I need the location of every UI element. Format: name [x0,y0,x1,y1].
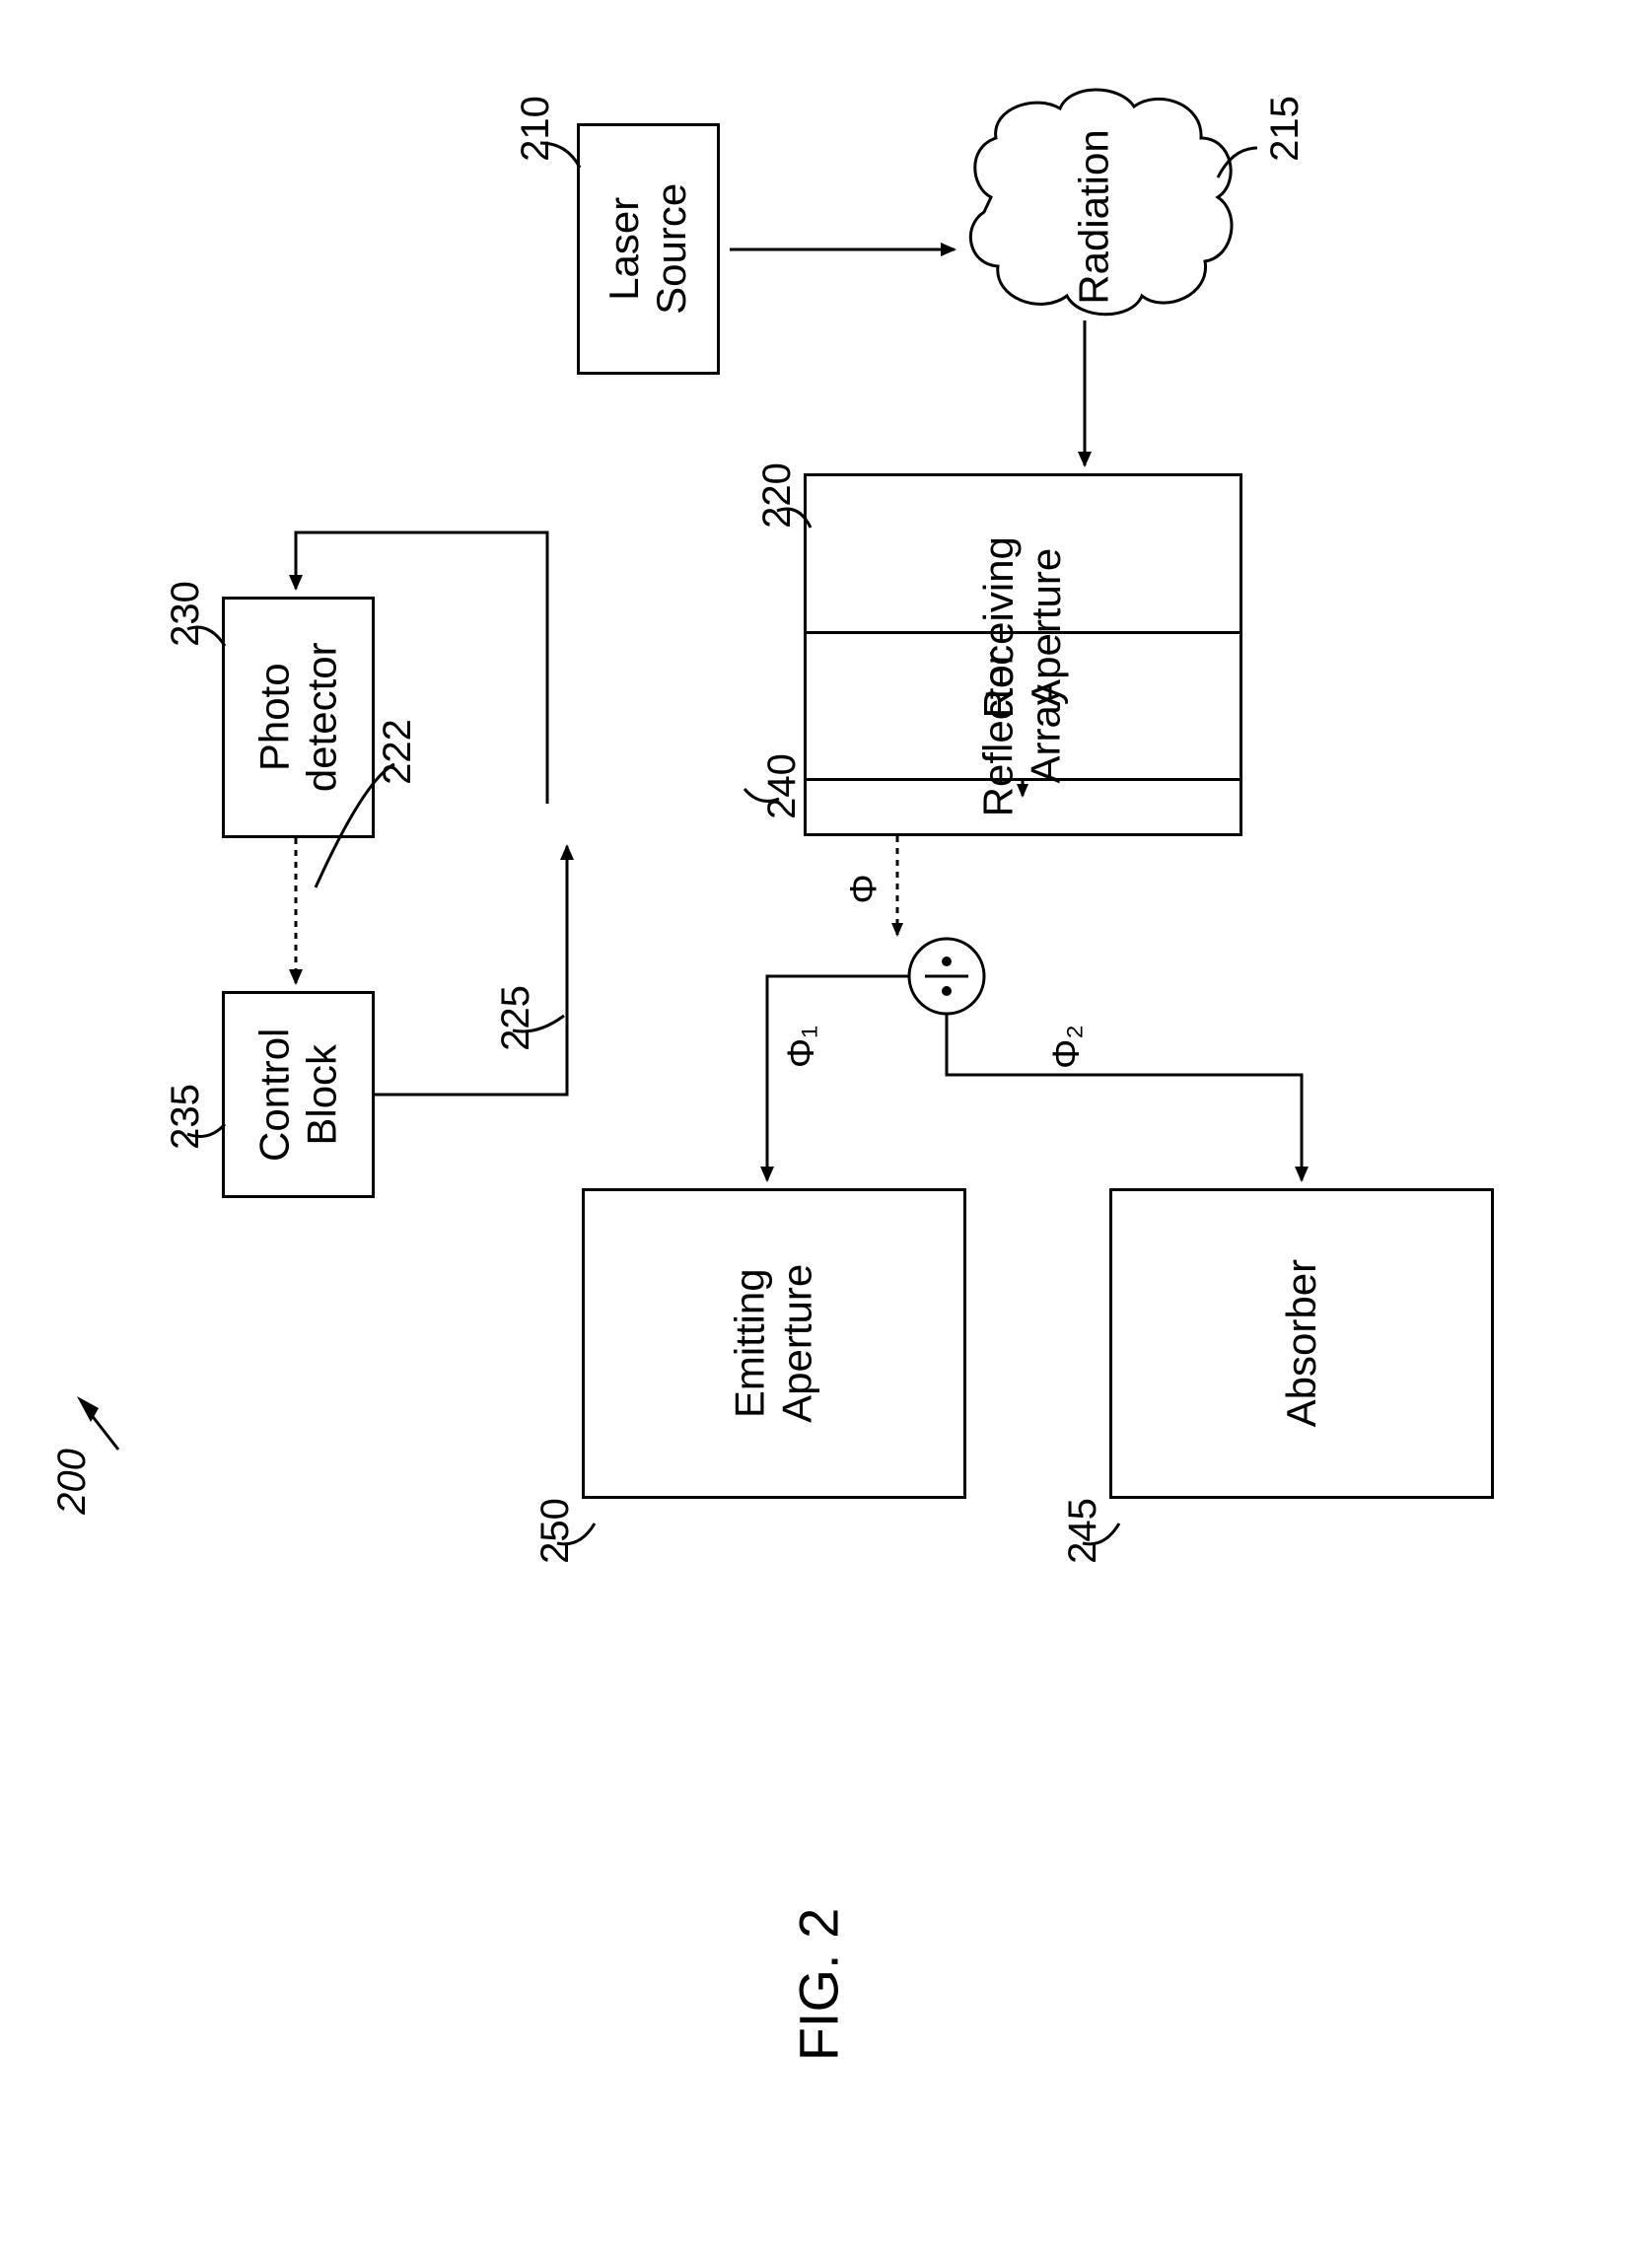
edge-split-absorber [947,1014,1302,1180]
photo-detector-block: Photo detector [222,597,375,838]
radiation-label: Radiation [1071,129,1118,304]
ref-235: 235 [164,1084,208,1150]
phi1-label: Φ₁ [781,1026,823,1068]
splitter-icon [909,939,984,1014]
ref-222: 222 [376,719,420,785]
reflector-array-label: Reflector Array [975,651,1071,816]
ref-225: 225 [494,985,538,1051]
edge-split-emitting [767,976,909,1180]
phi-label: Φ [844,874,886,903]
radiation-block: Radiation [971,138,1218,296]
absorber-label: Absorber [1278,1259,1325,1427]
ref-220: 220 [755,462,800,529]
photo-detector-label: Photo detector [250,643,346,793]
ref-250: 250 [533,1498,578,1564]
laser-source-block: Laser Source [577,123,720,375]
ref-215: 215 [1263,96,1308,162]
figure-canvas: Laser Source Radiation Receiving Apertur… [0,0,1629,2268]
ref-240: 240 [760,753,805,819]
absorber-block: Absorber [1109,1188,1494,1499]
phi2-label: Φ₂ [1046,1025,1089,1069]
emitting-aperture-block: Emitting Aperture [582,1188,966,1499]
leader-215 [1218,148,1257,177]
emitting-aperture-label: Emitting Aperture [727,1264,822,1423]
ref-245: 245 [1061,1498,1105,1564]
ref-230: 230 [164,581,208,647]
laser-source-label: Laser Source [601,183,696,315]
ref-210: 210 [514,96,558,162]
reflector-array-block: Reflector Array [804,631,1242,836]
ref-200-arrow [77,1396,118,1450]
figure-caption-text: FIG. 2 [787,1886,851,2084]
control-block: Control Block [222,991,375,1198]
control-block-label: Control Block [250,1028,346,1161]
edge-control-reflector [375,846,567,1095]
ref-200: 200 [50,1449,95,1515]
